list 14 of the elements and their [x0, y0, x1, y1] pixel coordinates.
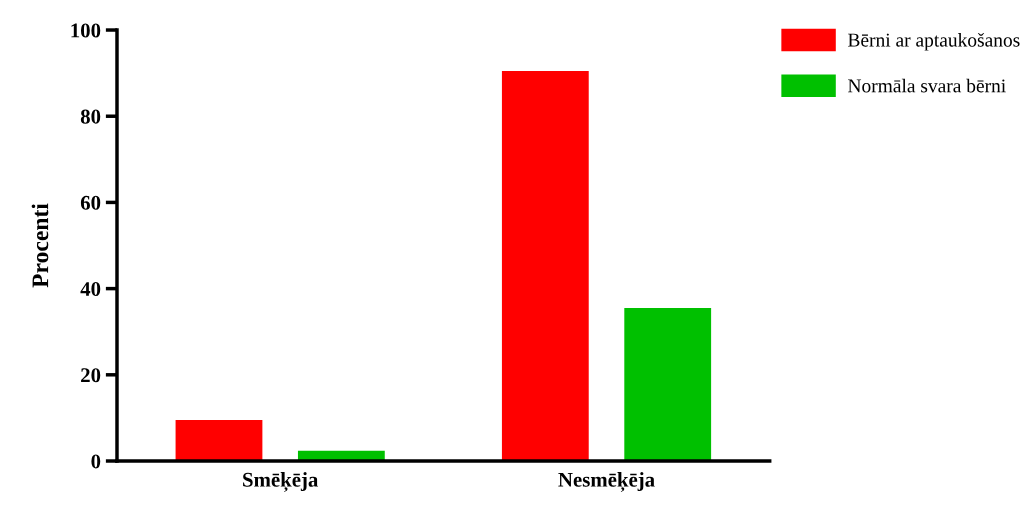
- bar: [501, 70, 589, 461]
- x-tick-label: Nesmēķēja: [558, 472, 655, 492]
- y-tick-label: 60: [80, 195, 101, 210]
- y-axis-title: Procenti: [31, 203, 49, 288]
- y-tick-label: 80: [80, 109, 101, 124]
- y-tick-label: 20: [81, 368, 101, 383]
- legend-label: Normāla svara bērni: [848, 78, 1006, 93]
- bar: [175, 420, 263, 461]
- bar: [624, 308, 712, 461]
- y-tick-label: 40: [80, 281, 101, 297]
- legend-label: Bērni ar aptaukošanos: [848, 32, 1020, 51]
- y-tick-label: 0: [91, 454, 101, 469]
- y-tick-label: 100: [71, 23, 101, 38]
- x-tick-label: Smēķēja: [243, 472, 319, 492]
